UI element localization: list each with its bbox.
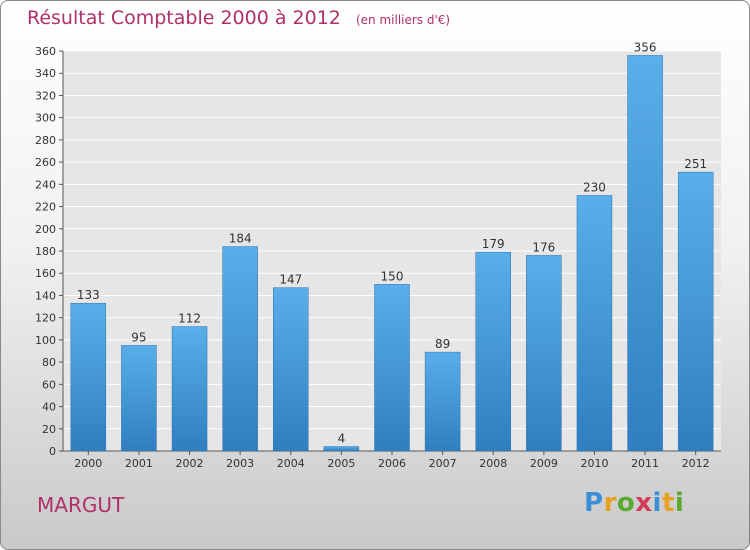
y-tick-label: 340	[35, 67, 56, 80]
data-label: 251	[684, 157, 707, 171]
data-label: 356	[634, 40, 657, 54]
data-label: 176	[532, 240, 555, 254]
bar	[475, 251, 511, 452]
x-tick-label: 2010	[580, 457, 608, 470]
data-label: 89	[435, 337, 450, 351]
y-tick-label: 300	[35, 112, 56, 125]
y-tick-label: 60	[42, 378, 56, 391]
bar	[526, 255, 562, 452]
x-tick-label: 2001	[125, 457, 153, 470]
bar	[677, 171, 714, 452]
chart-title: Résultat Comptable 2000 à 2012 (en milli…	[27, 7, 450, 29]
x-tick-label: 2009	[530, 457, 558, 470]
bar	[171, 326, 208, 452]
data-label: 112	[178, 312, 201, 326]
x-tick-label: 2007	[429, 457, 457, 470]
y-tick-label: 100	[35, 334, 56, 347]
x-tick-label: 2012	[682, 457, 710, 470]
data-label: 4	[338, 432, 346, 446]
y-tick-label: 160	[35, 267, 56, 280]
y-tick-label: 0	[49, 445, 56, 458]
bar	[273, 287, 309, 452]
x-tick-label: 2005	[327, 457, 355, 470]
y-tick-label: 240	[35, 178, 56, 191]
bar	[323, 446, 360, 452]
bar	[627, 55, 663, 452]
y-tick-label: 40	[42, 401, 56, 414]
data-label: 179	[482, 237, 505, 251]
y-tick-label: 320	[35, 89, 56, 102]
data-label: 150	[381, 269, 404, 283]
y-tick-label: 140	[35, 289, 56, 302]
data-label: 184	[229, 232, 252, 246]
chart-title-text: Résultat Comptable 2000 à 2012	[27, 7, 341, 29]
y-tick-label: 280	[35, 134, 56, 147]
x-tick-label: 2002	[176, 457, 204, 470]
chart-subtitle: (en milliers d'€)	[355, 13, 451, 27]
x-tick-label: 2000	[74, 457, 102, 470]
y-tick-label: 260	[35, 156, 56, 169]
data-label: 133	[77, 288, 100, 302]
x-tick-label: 2006	[378, 457, 406, 470]
bar	[374, 284, 410, 452]
bar	[70, 302, 107, 452]
bar	[121, 345, 157, 452]
x-tick-label: 2011	[631, 457, 659, 470]
x-tick-label: 2003	[226, 457, 254, 470]
y-tick-label: 220	[35, 201, 56, 214]
y-tick-label: 360	[35, 45, 56, 58]
data-label: 95	[131, 330, 146, 344]
bar	[222, 246, 258, 452]
data-label: 147	[279, 273, 302, 287]
bar	[424, 351, 461, 452]
commune-name: MARGUT	[37, 493, 125, 517]
proxiti-logo: Proxiti	[584, 488, 685, 518]
x-tick-label: 2004	[277, 457, 305, 470]
y-tick-label: 20	[42, 423, 56, 436]
y-tick-label: 120	[35, 312, 56, 325]
data-label: 230	[583, 180, 606, 194]
y-tick-label: 80	[42, 356, 56, 369]
y-tick-label: 200	[35, 223, 56, 236]
bar	[576, 195, 613, 452]
y-tick-label: 180	[35, 245, 56, 258]
x-tick-label: 2008	[479, 457, 507, 470]
